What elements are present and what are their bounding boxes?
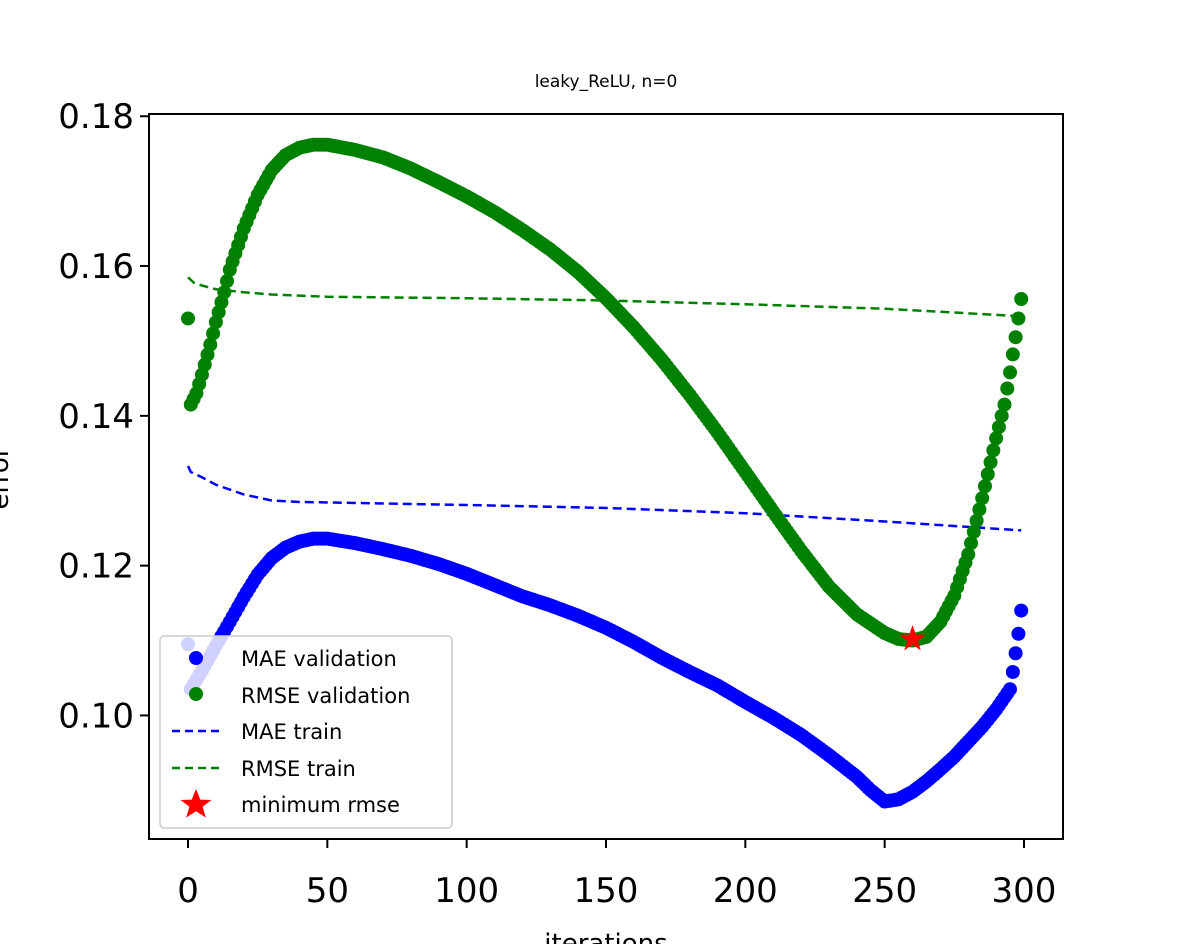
data-point-1-294 [1000, 381, 1015, 396]
y-tick-label-1: 0.12 [58, 547, 134, 587]
series-line-3 [187, 276, 1022, 318]
data-point-0-extra-3 [1011, 626, 1026, 641]
data-point-1-289 [986, 443, 1001, 458]
data-point-1-extra-1 [1008, 330, 1023, 345]
y-tick-label-2: 0.14 [58, 397, 134, 437]
legend-box [159, 635, 453, 829]
data-point-1-extra-2 [1011, 311, 1026, 326]
legend-marker-minimum-rmse [180, 789, 212, 818]
plot-area [181, 137, 1029, 809]
series-line-2 [186, 465, 1022, 532]
data-point-1-296 [1005, 347, 1020, 362]
legend: MAE validation RMSE validation MAE train… [159, 635, 453, 829]
x-tick-label-250: 250 [852, 871, 917, 911]
data-point-1-295 [1003, 365, 1018, 380]
data-point-1-293 [997, 397, 1012, 412]
x-tick-label-200: 200 [713, 871, 778, 911]
data-point-0-extra-4 [1014, 603, 1029, 618]
data-point-1-282 [966, 524, 981, 539]
data-point-1-283 [969, 513, 984, 528]
legend-marker-rmse-validation [189, 687, 203, 701]
x-tick-label-300: 300 [992, 871, 1057, 911]
data-point-1-287 [980, 467, 995, 482]
data-point-1-285 [975, 491, 990, 506]
y-tick-label-3: 0.16 [58, 247, 134, 287]
x-tick-label-100: 100 [434, 871, 499, 911]
x-tick-label-150: 150 [574, 871, 639, 911]
data-point-1-14 [220, 274, 235, 289]
legend-label-rmse-validation: RMSE validation [241, 684, 410, 708]
data-point-1-288 [983, 455, 998, 470]
legend-marker-mae-validation [189, 651, 203, 665]
data-point-1-extra-3 [1014, 291, 1029, 306]
legend-label-minimum-rmse: minimum rmse [241, 793, 400, 817]
legend-label-mae-validation: MAE validation [241, 647, 397, 671]
x-axis-label: iterations [544, 929, 667, 944]
x-tick-label-50: 50 [306, 871, 349, 911]
y-axis-label: error [0, 446, 15, 509]
data-point-1-extra-0 [181, 311, 196, 326]
y-axis: 0.10 0.12 0.14 0.16 0.18 [58, 97, 149, 736]
y-tick-label-0: 0.10 [58, 696, 134, 736]
data-point-1-291 [991, 420, 1006, 435]
x-tick-label-0: 0 [177, 871, 199, 911]
data-point-1-284 [972, 502, 987, 517]
data-point-1-292 [994, 408, 1009, 423]
y-tick-label-4: 0.18 [58, 97, 134, 137]
data-point-1-286 [977, 479, 992, 494]
data-point-0-extra-2 [1008, 646, 1023, 661]
data-point-1-8 [203, 337, 218, 352]
chart-title: leaky_ReLU, n=0 [535, 72, 678, 92]
data-point-0-295 [1003, 682, 1018, 697]
data-point-0-extra-1 [1005, 664, 1020, 679]
legend-label-mae-train: MAE train [241, 720, 342, 744]
x-axis: 0 50 100 150 200 250 300 [177, 839, 1056, 911]
minimum-rmse-marker [899, 625, 926, 651]
data-point-1-280 [961, 547, 976, 562]
data-point-1-9 [206, 326, 221, 341]
legend-label-rmse-train: RMSE train [241, 757, 356, 781]
data-point-1-281 [964, 536, 979, 551]
data-point-1-290 [989, 431, 1004, 446]
